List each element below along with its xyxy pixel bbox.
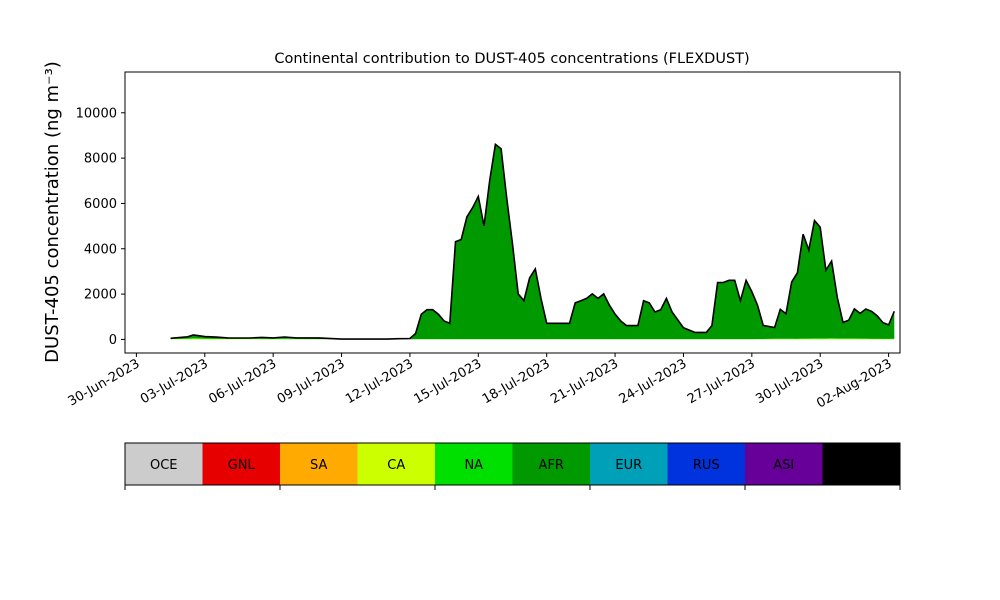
y-tick-label: 10000: [76, 106, 117, 121]
legend-label-ca: CA: [387, 458, 405, 473]
total-line: [170, 142, 896, 340]
x-tick-label: 09-Jul-2023: [275, 356, 348, 407]
legend-frame: [124, 442, 901, 486]
region-legend: OCE GNL SA CA NA AFR EUR RUS ASI AUS: [124, 442, 901, 490]
x-tick-label: 21-Jul-2023: [548, 356, 621, 407]
legend-label-afr: AFR: [539, 458, 564, 473]
legend-swatch-afr: [512, 443, 590, 485]
legend-label-asi: ASI: [773, 458, 794, 473]
y-tick-label: 8000: [84, 152, 117, 167]
x-tick-label: 06-Jul-2023: [206, 356, 279, 407]
legend-swatch-rus: [667, 443, 745, 485]
legend-swatch-sa: [280, 443, 358, 485]
x-tick-label: 15-Jul-2023: [411, 356, 484, 407]
legend-swatch-gnl: [202, 443, 280, 485]
legend-label-rus: RUS: [693, 458, 720, 473]
x-tick-label: 12-Jul-2023: [343, 356, 416, 407]
legend-label-gnl: GNL: [228, 458, 256, 473]
y-tick-label: 4000: [84, 242, 117, 257]
legend-swatch-oce: [125, 443, 203, 485]
plot-area: [124, 71, 901, 354]
plot-frame: [124, 71, 901, 354]
x-tick-label: 03-Jul-2023: [138, 356, 211, 407]
y-axis: 0 2000 4000 6000 8000 10000: [76, 106, 125, 348]
x-axis: 30-Jun-202303-Jul-202306-Jul-202309-Jul-…: [66, 353, 895, 412]
y-tick-label: 2000: [84, 288, 117, 303]
y-tick-label: 0: [109, 333, 117, 348]
legend-swatch-ca: [357, 443, 435, 485]
y-axis-label: DUST-405 concentration (ng m⁻³): [42, 61, 63, 363]
x-tick-label: 30-Jun-2023: [66, 356, 143, 409]
area-afr: [170, 144, 895, 340]
y-tick-label: 6000: [84, 197, 117, 212]
area-ca: [170, 338, 895, 340]
legend-label-oce: OCE: [150, 458, 178, 473]
legend-swatch-asi: [745, 443, 823, 485]
x-tick-label: 18-Jul-2023: [480, 356, 553, 407]
legend-label-na: NA: [464, 458, 483, 473]
legend-label-aus: AUS: [848, 458, 875, 473]
x-tick-label: 24-Jul-2023: [617, 356, 690, 407]
legend-label-eur: EUR: [615, 458, 642, 473]
x-tick-label: 27-Jul-2023: [685, 356, 758, 407]
area-na: [170, 338, 895, 340]
legend-swatch-aus: [822, 443, 900, 485]
legend-swatch-eur: [590, 443, 668, 485]
chart-title: Continental contribution to DUST-405 con…: [274, 51, 749, 67]
legend-swatch-na: [435, 443, 513, 485]
legend-label-sa: SA: [310, 458, 327, 473]
x-tick-label: 02-Aug-2023: [814, 356, 894, 411]
